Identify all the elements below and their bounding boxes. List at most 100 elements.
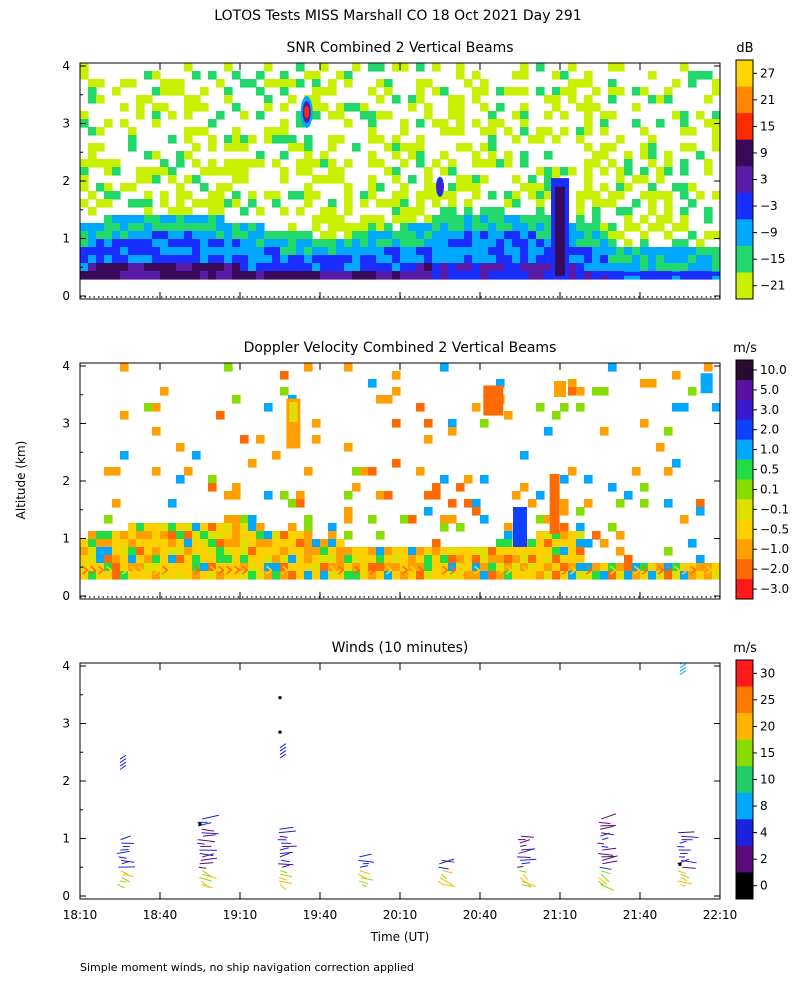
doppler-patch bbox=[289, 402, 298, 422]
snr-cell bbox=[208, 263, 217, 272]
snr-cell bbox=[336, 167, 345, 176]
snr-cell bbox=[304, 159, 313, 168]
snr-cell bbox=[568, 63, 577, 72]
snr-cell bbox=[240, 175, 249, 184]
snr-cell bbox=[312, 111, 321, 120]
snr-cell bbox=[648, 199, 657, 208]
doppler-cell bbox=[360, 555, 369, 564]
snr-cell bbox=[488, 215, 497, 224]
doppler-cell bbox=[592, 387, 601, 396]
snr-cell bbox=[192, 175, 201, 184]
snr-cell bbox=[400, 127, 409, 136]
snr-cell bbox=[136, 271, 145, 280]
snr-cell bbox=[320, 87, 329, 96]
snr-cell bbox=[304, 71, 313, 80]
snr-cell bbox=[208, 135, 217, 144]
snr-cell bbox=[264, 271, 273, 280]
doppler-cell bbox=[200, 523, 209, 532]
snr-cell bbox=[216, 239, 225, 248]
snr-cell bbox=[496, 119, 505, 128]
snr-cell bbox=[376, 79, 385, 88]
doppler-cell bbox=[344, 571, 353, 580]
snr-cell bbox=[152, 231, 161, 240]
doppler-cell bbox=[504, 523, 513, 532]
doppler-cell bbox=[680, 403, 689, 412]
snr-cell bbox=[520, 103, 529, 112]
snr-cell bbox=[160, 239, 169, 248]
doppler-chevron bbox=[657, 565, 665, 575]
snr-cell bbox=[184, 135, 193, 144]
doppler-cell bbox=[656, 443, 665, 452]
wind-barb bbox=[278, 863, 294, 866]
snr-cell bbox=[368, 215, 377, 224]
doppler-cell bbox=[152, 555, 161, 564]
snr-cell bbox=[280, 79, 289, 88]
snr-cell bbox=[480, 127, 489, 136]
doppler-cell bbox=[648, 571, 657, 580]
y-tick-label: 2 bbox=[62, 774, 70, 788]
colorbar-swatch bbox=[736, 439, 753, 461]
snr-cell bbox=[328, 87, 337, 96]
snr-cell bbox=[112, 191, 121, 200]
snr-cell bbox=[328, 159, 337, 168]
snr-cell bbox=[680, 127, 689, 136]
snr-cell bbox=[328, 271, 337, 280]
doppler-cell bbox=[296, 555, 305, 564]
snr-cell bbox=[672, 223, 681, 232]
colorbar-swatch bbox=[736, 559, 753, 580]
snr-cell bbox=[456, 215, 465, 224]
doppler-cell bbox=[112, 531, 121, 540]
doppler-cell bbox=[544, 555, 553, 564]
colorbar-label: 3 bbox=[760, 173, 768, 187]
doppler-cell bbox=[120, 571, 129, 580]
snr-cell bbox=[536, 247, 545, 256]
snr-cell bbox=[480, 231, 489, 240]
snr-cell bbox=[416, 135, 425, 144]
doppler-cell bbox=[152, 467, 161, 476]
doppler-cell bbox=[232, 539, 241, 548]
snr-cell bbox=[600, 167, 609, 176]
snr-cell bbox=[584, 127, 593, 136]
snr-cell bbox=[264, 63, 273, 72]
snr-cell bbox=[160, 247, 169, 256]
snr-cell bbox=[688, 79, 697, 88]
snr-cell bbox=[360, 271, 369, 280]
snr-cell bbox=[160, 159, 169, 168]
snr-cell bbox=[152, 167, 161, 176]
doppler-cell bbox=[144, 563, 153, 572]
snr-cell bbox=[496, 87, 505, 96]
snr-cell bbox=[216, 199, 225, 208]
snr-cell bbox=[624, 183, 633, 192]
y-tick-label: 3 bbox=[62, 417, 70, 431]
doppler-cell bbox=[480, 547, 489, 556]
doppler-cell bbox=[544, 547, 553, 556]
doppler-cell bbox=[496, 539, 505, 548]
doppler-cell bbox=[400, 547, 409, 556]
doppler-cell bbox=[264, 539, 273, 548]
snr-cell bbox=[288, 95, 297, 104]
doppler-plot-area bbox=[80, 363, 720, 580]
snr-cell bbox=[304, 239, 313, 248]
wind-barb bbox=[279, 852, 290, 858]
snr-cell bbox=[352, 271, 361, 280]
doppler-cell bbox=[408, 555, 417, 564]
snr-cell bbox=[184, 151, 193, 160]
doppler-cell bbox=[592, 563, 601, 572]
wind-barb-upper bbox=[119, 754, 127, 760]
snr-cell bbox=[376, 255, 385, 264]
wind-barb bbox=[119, 880, 127, 883]
wind-barb bbox=[441, 873, 447, 880]
snr-cell bbox=[504, 159, 513, 168]
wind-barb bbox=[359, 853, 372, 858]
snr-cell bbox=[408, 143, 417, 152]
snr-cell bbox=[592, 207, 601, 216]
doppler-cell bbox=[224, 547, 233, 556]
snr-cell bbox=[456, 231, 465, 240]
doppler-cell bbox=[224, 555, 233, 564]
snr-cell bbox=[544, 127, 553, 136]
snr-cell bbox=[664, 263, 673, 272]
snr-cell bbox=[448, 271, 457, 280]
snr-cell bbox=[632, 87, 641, 96]
doppler-cell bbox=[256, 435, 265, 444]
snr-cell bbox=[96, 79, 105, 88]
